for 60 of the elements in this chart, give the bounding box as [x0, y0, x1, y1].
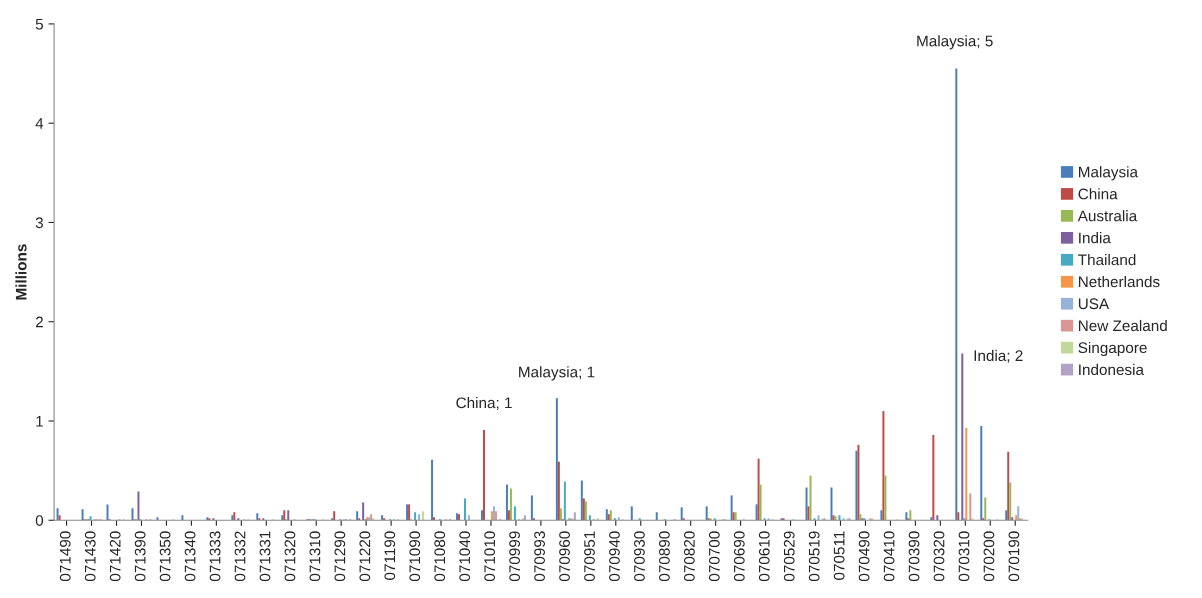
- x-tick-label: 071190: [384, 531, 396, 580]
- legend-label: USA: [1078, 298, 1110, 310]
- x-tick-label: 070993: [534, 531, 545, 582]
- annotation: Malaysia; 5: [917, 35, 993, 50]
- x-tick-label: 070930: [634, 531, 645, 582]
- x-tick-label: 071040: [459, 531, 471, 582]
- x-tick-label: 070511: [833, 531, 845, 580]
- x-tick-label: 070390: [908, 531, 920, 582]
- x-tick-label: 070200: [983, 531, 995, 582]
- x-tick-label: 071340: [184, 531, 196, 582]
- x-tick-label: 071331: [259, 531, 271, 582]
- x-tick-label: 071290: [334, 531, 346, 582]
- x-tick-label: 071490: [59, 531, 71, 582]
- x-tick-label: 071332: [234, 531, 246, 582]
- y-tick-label: 5: [35, 18, 44, 30]
- x-tick-label: 071350: [159, 531, 171, 582]
- x-tick-label: 070320: [933, 531, 945, 582]
- x-tick-label: 071080: [434, 531, 446, 582]
- y-tick-label: 0: [35, 515, 44, 526]
- x-tick-label: 070820: [683, 531, 695, 582]
- x-tick-label: 071420: [109, 531, 121, 582]
- x-tick-label: 070940: [609, 531, 620, 582]
- x-tick-label: 070999: [509, 531, 521, 582]
- x-tick-label: 071320: [284, 531, 296, 582]
- x-tick-label: 070310: [958, 531, 970, 582]
- x-tick-label: 070960: [559, 531, 570, 582]
- y-tick-label: 1: [36, 416, 43, 427]
- legend-label: Singapore: [1078, 341, 1147, 357]
- x-tick-label: 070519: [808, 531, 820, 582]
- x-tick-label: 071333: [209, 531, 221, 582]
- y-tick-label: 4: [35, 118, 44, 129]
- legend-label: Netherlands: [1078, 275, 1160, 288]
- x-tick-label: 071010: [484, 531, 496, 582]
- x-tick-label: 070529: [783, 531, 795, 582]
- x-tick-label: 070410: [883, 531, 895, 582]
- legend-label: Malaysia: [1078, 166, 1139, 181]
- x-tick-label: 070890: [659, 531, 670, 582]
- legend-label: Indonesia: [1079, 363, 1144, 376]
- y-axis-title: Millions: [15, 244, 27, 300]
- x-tick-label: 070610: [758, 531, 770, 582]
- x-tick-label: 071090: [409, 531, 421, 582]
- x-tick-label: 071310: [309, 531, 321, 582]
- legend-label: Australia: [1077, 210, 1138, 222]
- annotation: India; 2: [974, 349, 1023, 363]
- legend-label: India: [1079, 232, 1111, 244]
- x-tick-label: 070951: [584, 531, 595, 582]
- x-tick-label: 070190: [1008, 531, 1020, 582]
- y-tick-label: 3: [35, 217, 43, 229]
- y-tick-label: 2: [35, 316, 43, 328]
- x-tick-label: 070700: [708, 531, 720, 582]
- legend-label: Thailand: [1078, 254, 1136, 266]
- annotation: China; 1: [456, 397, 512, 411]
- annotation: Malaysia; 1: [519, 366, 595, 381]
- x-tick-label: 071220: [359, 531, 371, 582]
- legend-label: China: [1078, 188, 1118, 200]
- x-tick-label: 071390: [134, 531, 146, 582]
- x-tick-label: 070690: [733, 531, 745, 582]
- legend-label: New Zealand: [1078, 319, 1167, 332]
- x-tick-label: 070490: [858, 531, 870, 582]
- x-tick-label: 071430: [84, 531, 96, 582]
